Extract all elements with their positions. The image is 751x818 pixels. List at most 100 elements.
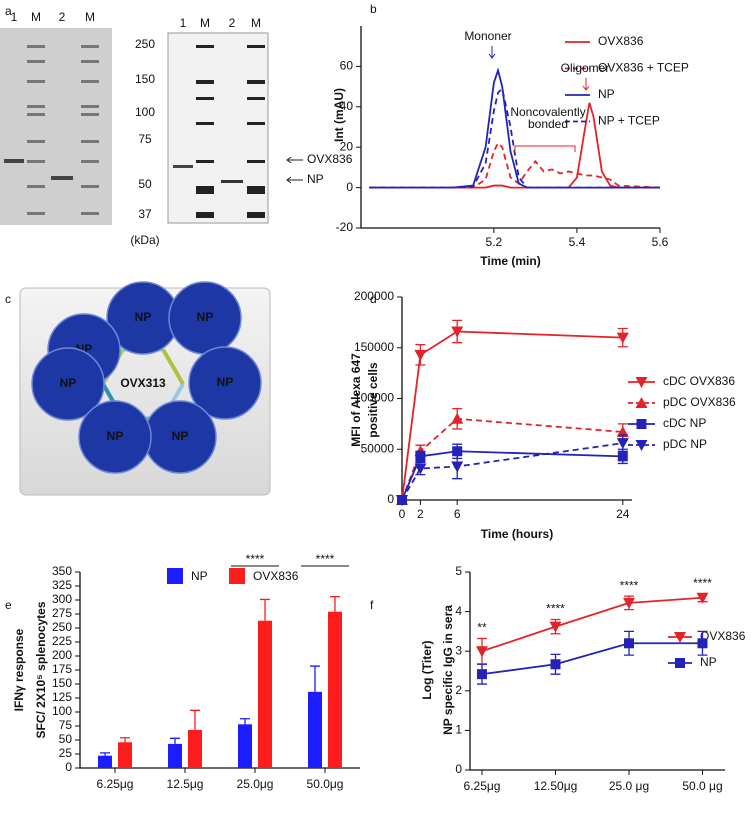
annotation-arrow — [488, 46, 496, 59]
legend-label: cDC NP — [663, 416, 706, 430]
point — [616, 425, 629, 437]
y-tick-label: 300 — [52, 592, 72, 606]
x-tick-label: 5.4 — [569, 235, 586, 249]
point — [414, 463, 427, 475]
x-tick-label: 6.25μg — [464, 779, 501, 793]
x-tick-label: 6 — [454, 507, 461, 521]
annotation: Noncovalently — [510, 105, 585, 119]
gel-band — [27, 185, 45, 188]
y-tick-label: 325 — [52, 578, 72, 592]
lane-label: M — [85, 10, 95, 24]
error-bar — [330, 595, 340, 612]
legend-marker — [635, 440, 648, 451]
y-tick-label: 20 — [340, 139, 354, 153]
gel-band — [196, 97, 214, 100]
error-bar — [100, 752, 110, 756]
y-tick-label: 50000 — [361, 441, 395, 455]
node — [78, 400, 152, 474]
legend-label: pDC NP — [663, 437, 707, 451]
marker-label: 37 — [138, 207, 152, 221]
point — [451, 461, 464, 473]
hexagon-edge — [161, 348, 185, 385]
y-tick-label: 60 — [340, 59, 354, 73]
lane-label: M — [31, 10, 41, 24]
y-tick-label: 0 — [455, 762, 462, 776]
gel-band — [196, 186, 214, 194]
series-line — [401, 442, 623, 501]
marker-unit: (kDa) — [130, 233, 159, 247]
y-tick-label: 100000 — [354, 391, 394, 405]
bar — [188, 729, 202, 768]
lane-label: 2 — [229, 16, 236, 30]
error-bar — [170, 737, 180, 744]
y-axis-label: Log (Titer) — [420, 640, 434, 699]
lane-label: 2 — [59, 10, 66, 24]
significance-label: **** — [546, 602, 565, 616]
error-bar — [310, 665, 320, 692]
gel-band — [81, 80, 99, 83]
legend-marker — [635, 397, 648, 408]
point — [477, 669, 487, 680]
legend-label: OVX836 — [598, 34, 644, 48]
x-tick-label: 50.0 μg — [682, 779, 722, 793]
gel-band — [81, 45, 99, 48]
y-axis-label: IFNγ response — [12, 628, 26, 711]
gel-band — [81, 105, 99, 108]
y-tick-label: 4 — [455, 604, 462, 618]
legend-marker — [675, 658, 685, 668]
gel-band — [81, 160, 99, 163]
bar — [168, 743, 182, 768]
significance-label: **** — [693, 576, 712, 590]
panel-label: f — [370, 598, 374, 612]
legend-marker — [635, 377, 648, 388]
panel-label: c — [5, 292, 11, 306]
legend-label: OVX836 + TCEP — [598, 61, 689, 75]
bar — [308, 691, 322, 768]
point — [624, 638, 634, 649]
significance-label: ** — [477, 621, 487, 635]
series-line — [369, 67, 660, 189]
marker-label: 150 — [135, 72, 155, 86]
annotation-bracket — [514, 145, 576, 152]
legend-swatch — [167, 568, 183, 584]
point — [623, 597, 635, 609]
marker-label: 250 — [135, 37, 155, 51]
point — [617, 451, 628, 462]
y-tick-label: 1 — [455, 723, 462, 737]
legend-label: NP + TCEP — [598, 114, 660, 128]
y-tick-label: 40 — [340, 99, 354, 113]
point — [414, 349, 427, 361]
x-tick-label: 25.0 μg — [609, 779, 649, 793]
y-tick-label: 125 — [52, 690, 72, 704]
gel-band — [27, 80, 45, 83]
y-tick-label: 0 — [346, 180, 353, 194]
legend-label: NP — [700, 655, 717, 669]
legend-swatch — [229, 568, 245, 584]
gel-left — [0, 28, 112, 225]
point — [697, 638, 708, 649]
gel-band — [81, 60, 99, 63]
gel-band — [81, 212, 99, 215]
gel-band — [247, 186, 265, 194]
legend-label: OVX836 — [253, 569, 299, 583]
node-label: NP — [107, 429, 124, 443]
y-tick-label: 350 — [52, 564, 72, 578]
lane-label: 1 — [180, 16, 187, 30]
y-tick-label: 175 — [52, 662, 72, 676]
x-tick-label: 50.0μg — [307, 777, 344, 791]
gel-band — [81, 140, 99, 143]
y-tick-label: 2 — [455, 683, 462, 697]
gel-band — [247, 160, 265, 163]
node-label: NP — [135, 310, 152, 324]
arrow-label: OVX836 — [307, 152, 353, 166]
point — [550, 659, 561, 670]
y-axis-label: MFI of Alexa 647 — [349, 353, 363, 447]
x-tick-label: 5.2 — [486, 235, 503, 249]
x-axis-label: Time (hours) — [481, 527, 553, 541]
center-label: OVX313 — [120, 376, 166, 390]
axis-line — [401, 297, 632, 501]
x-tick-label: 12.50μg — [534, 779, 578, 793]
y-tick-label: 250 — [52, 620, 72, 634]
error-bar — [260, 598, 270, 621]
